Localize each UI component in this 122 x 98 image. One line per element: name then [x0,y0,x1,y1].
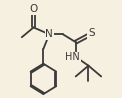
Text: S: S [88,28,95,38]
Text: O: O [29,4,38,14]
Text: N: N [45,29,53,39]
Text: HN: HN [65,52,80,62]
